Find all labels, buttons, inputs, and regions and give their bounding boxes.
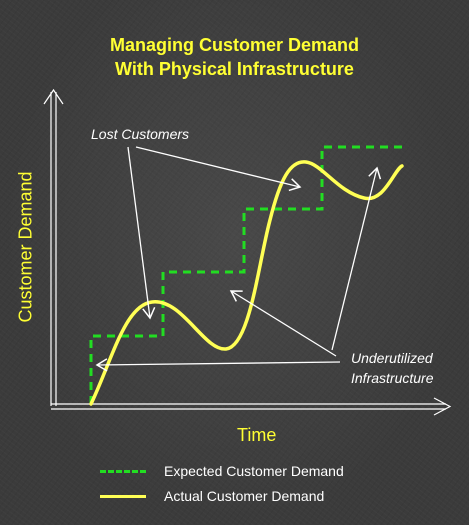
under-arrow-to-upper-step (331, 166, 382, 351)
underutilized-label-line-1: Underutilized (351, 350, 433, 366)
under-arrow-to-first-step (95, 358, 341, 372)
underutilized-infrastructure-label: Underutilized Infrastructure (351, 348, 433, 388)
legend-actual-swatch (100, 495, 146, 498)
lost-arrow-to-upper-peak (135, 146, 302, 192)
expected-demand-line (89, 145, 402, 404)
lost-customers-label: Lost Customers (91, 126, 190, 142)
x-axis-label: Time (237, 425, 277, 445)
underutilized-arrows (95, 166, 382, 372)
lost-customers-arrows (127, 146, 302, 320)
legend-actual-label: Actual Customer Demand (164, 488, 325, 504)
y-axis (43, 88, 64, 406)
y-axis-label: Customer Demand (15, 171, 36, 323)
title-line-2: With Physical Infrastructure (115, 59, 354, 79)
lost-arrow-to-first-peak (127, 146, 156, 320)
legend-expected-swatch (100, 470, 146, 473)
underutilized-label-line-2: Infrastructure (351, 370, 434, 386)
title-line-1: Managing Customer Demand (109, 35, 360, 55)
legend-expected-label: Expected Customer Demand (164, 463, 344, 479)
under-arrow-to-valley (229, 290, 337, 357)
diagram-title: Managing Customer Demand With Physical I… (0, 33, 469, 81)
x-axis (51, 397, 452, 416)
actual-demand-line (89, 160, 404, 406)
